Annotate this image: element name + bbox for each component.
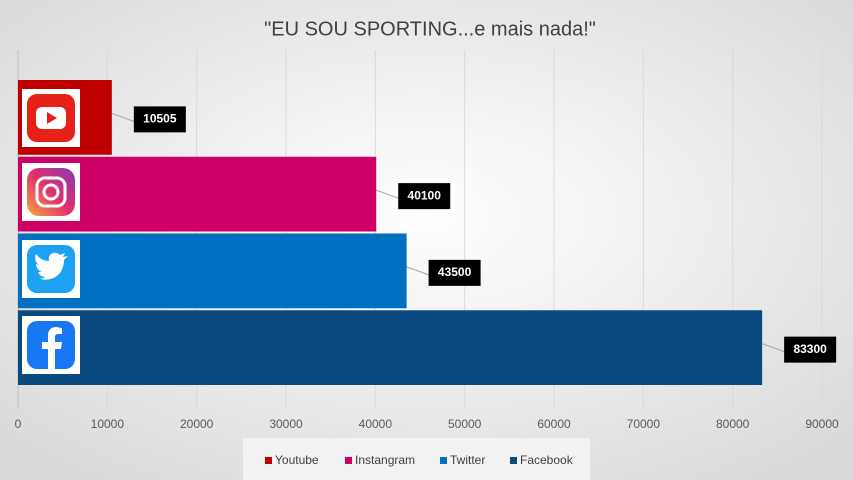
- legend-label: Instangram: [355, 453, 415, 467]
- data-label-leader: [761, 343, 785, 353]
- data-label-leader: [406, 266, 429, 276]
- data-label-leader: [111, 112, 135, 122]
- icon-youtube-play: [47, 112, 57, 124]
- icon-facebook-f: [42, 327, 62, 369]
- legend-label: Youtube: [275, 453, 319, 467]
- data-label: 40100: [408, 188, 442, 202]
- data-label-box: [784, 336, 837, 363]
- legend-label: Facebook: [520, 453, 574, 467]
- icons: [22, 89, 80, 374]
- legend-label: Twitter: [450, 453, 485, 467]
- x-tick-label: 90000: [805, 417, 839, 431]
- bar: [18, 233, 407, 309]
- x-tick-label: 10000: [91, 417, 125, 431]
- legend-swatch: [345, 457, 352, 464]
- icon-instagram-frame: [35, 176, 67, 208]
- icon-instagram: [27, 168, 75, 216]
- chart-title: "EU SOU SPORTING...e mais nada!": [264, 18, 596, 40]
- icon-twitter-bird: [35, 252, 68, 280]
- x-tick-label: 0: [15, 417, 22, 431]
- data-label-box: [428, 259, 481, 286]
- x-tick-label: 80000: [716, 417, 750, 431]
- data-label-leader: [376, 189, 399, 199]
- data-label: 43500: [438, 265, 472, 279]
- legend-swatch: [265, 457, 272, 464]
- x-tick-label: 50000: [448, 417, 482, 431]
- data-label: 83300: [793, 342, 827, 356]
- data-label: 10505: [143, 112, 177, 126]
- legend-box: [243, 438, 590, 480]
- legend: Youtube Instangram Twitter Facebook: [265, 453, 574, 467]
- x-tick-label: 70000: [627, 417, 661, 431]
- data-label-box: [133, 106, 186, 133]
- x-tick-label: 40000: [359, 417, 393, 431]
- legend-swatch: [510, 457, 517, 464]
- icon-instagram-lens: [42, 183, 60, 201]
- legend-swatch: [440, 457, 447, 464]
- x-tick-label: 60000: [537, 417, 571, 431]
- data-label-box: [398, 183, 451, 210]
- bar: [18, 310, 763, 385]
- x-tick-label: 30000: [269, 417, 303, 431]
- x-tick-label: 20000: [180, 417, 214, 431]
